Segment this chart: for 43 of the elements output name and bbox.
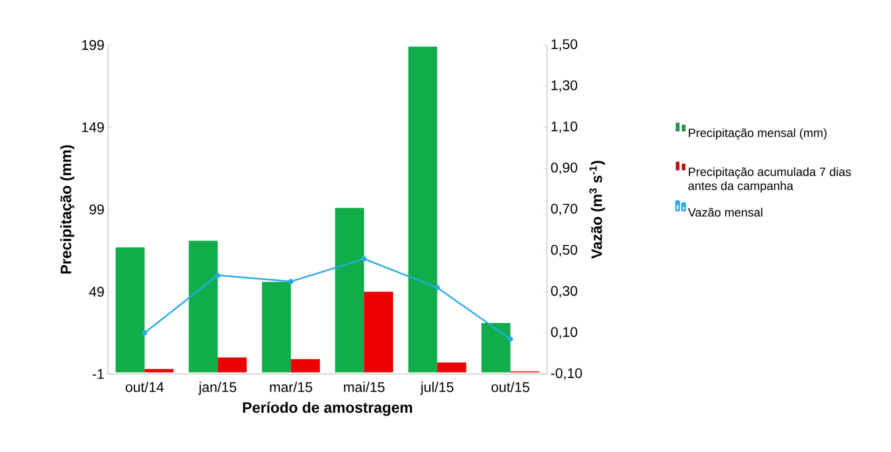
point [508,336,514,342]
bar [218,358,247,372]
point [142,330,148,336]
legend-label: Vazão mensal [688,208,762,217]
bar [408,46,438,372]
x-tick-label: jul/15 [420,382,454,395]
point [215,272,220,278]
y2-tick-label: 1,50 [552,39,578,51]
x-tick-label: mar/15 [270,382,312,392]
y-tick-label: 99 [90,204,104,214]
x-axis-title: Período de amostragem [243,402,412,416]
x-tick-label: jan/15 [198,382,236,395]
bar [437,362,466,372]
bar [144,369,174,372]
bar [116,247,145,372]
y2-tick-label: -0,10 [551,368,582,380]
y-tick-label: 149 [82,122,104,132]
point [434,285,440,290]
legend-label: Precipitação mensal (mm) [688,128,827,140]
y-tick-label: -1 [92,369,104,379]
bar [364,292,394,372]
point [288,278,294,284]
y2-tick-label: 0,90 [551,162,578,174]
y2-tick-label: 0,10 [551,327,578,339]
point [361,256,367,262]
y2-tick-label: 1,30 [552,80,578,92]
y2-axis-title: Vazão (m$^{3}$ s$^{-1}$) [589,160,605,259]
y2-tick-label: 0,50 [551,244,578,256]
y-tick-label: 49 [89,286,104,297]
y-tick-label: 199 [82,40,104,50]
bar [335,208,364,372]
bar [188,240,218,372]
bar [262,282,291,372]
y-axis-title: Precipitação (mm) [60,145,74,274]
y2-tick-label: 1,10 [552,121,578,134]
x-tick-label: out/15 [492,382,530,392]
bar [290,359,320,372]
x-tick-label: out/14 [126,382,164,392]
y2-tick-label: 0,70 [551,204,578,216]
x-tick-label: mai/15 [344,382,385,392]
y2-tick-label: 0,30 [551,286,578,298]
legend-label: Precipitação acumulada 7 dias antes da campanha [688,167,851,192]
bar [481,322,510,372]
